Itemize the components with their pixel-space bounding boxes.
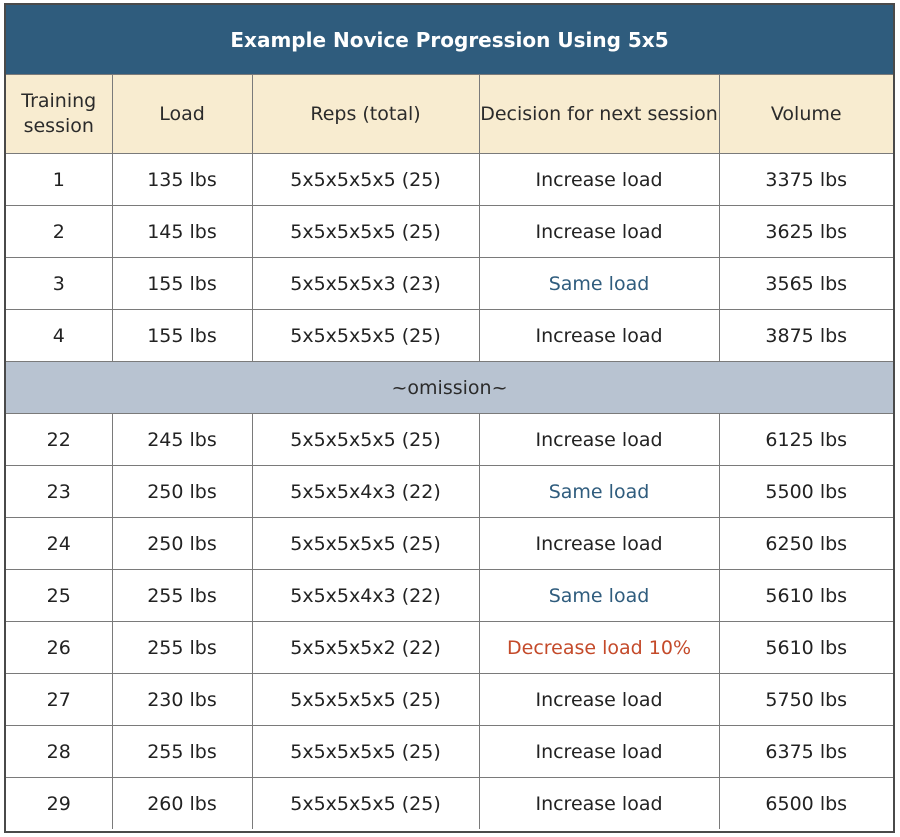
decision-cell: Increase load — [478, 153, 720, 206]
table-row: 29 260 lbs 5x5x5x5x5 (25) Increase load 6500… — [6, 777, 893, 829]
load-cell: 155 lbs — [111, 309, 253, 362]
table-title: Example Novice Progression Using 5x5 — [6, 5, 893, 74]
table-row: 28 255 lbs 5x5x5x5x5 (25) Increase load 6375… — [6, 725, 893, 778]
table-row: 24 250 lbs 5x5x5x5x5 (25) Increase load 6250… — [6, 517, 893, 570]
decision-cell: Increase load — [478, 517, 720, 570]
session-cell: 24 — [6, 517, 113, 570]
column-header-decision: Decision for next session — [478, 74, 720, 154]
column-header-session: Training session — [6, 74, 113, 154]
reps-cell: 5x5x5x4x3 (22) — [251, 465, 480, 518]
reps-cell: 5x5x5x5x5 (25) — [251, 205, 480, 258]
column-header-volume: Volume — [718, 74, 893, 154]
session-cell: 26 — [6, 621, 113, 674]
decision-cell: Increase load — [478, 673, 720, 726]
load-cell: 230 lbs — [111, 673, 253, 726]
load-cell: 255 lbs — [111, 621, 253, 674]
column-header-row: Training session Load Reps (total) Decis… — [6, 74, 893, 154]
decision-cell: Same load — [478, 465, 720, 518]
volume-cell: 3565 lbs — [718, 257, 893, 310]
reps-cell: 5x5x5x5x5 (25) — [251, 777, 480, 829]
decision-cell: Increase load — [478, 205, 720, 258]
table-row: 2 145 lbs 5x5x5x5x5 (25) Increase load 3625 … — [6, 205, 893, 258]
load-cell: 250 lbs — [111, 465, 253, 518]
reps-cell: 5x5x5x5x5 (25) — [251, 517, 480, 570]
session-cell: 3 — [6, 257, 113, 310]
load-cell: 145 lbs — [111, 205, 253, 258]
omission-row: ~omission~ — [6, 361, 893, 414]
table-row: 3 155 lbs 5x5x5x5x3 (23) Same load 3565 lbs — [6, 257, 893, 310]
column-header-reps: Reps (total) — [251, 74, 480, 154]
load-cell: 250 lbs — [111, 517, 253, 570]
session-cell: 29 — [6, 777, 113, 829]
reps-cell: 5x5x5x4x3 (22) — [251, 569, 480, 622]
reps-cell: 5x5x5x5x5 (25) — [251, 725, 480, 778]
decision-cell: Same load — [478, 569, 720, 622]
volume-cell: 6125 lbs — [718, 413, 893, 466]
volume-cell: 3625 lbs — [718, 205, 893, 258]
session-cell: 1 — [6, 153, 113, 206]
load-cell: 245 lbs — [111, 413, 253, 466]
progression-table-container: Example Novice Progression Using 5x5 Tra… — [4, 3, 895, 833]
volume-cell: 6500 lbs — [718, 777, 893, 829]
reps-cell: 5x5x5x5x5 (25) — [251, 413, 480, 466]
table-body: 1 135 lbs 5x5x5x5x5 (25) Increase load 3375 … — [6, 153, 893, 829]
reps-cell: 5x5x5x5x5 (25) — [251, 673, 480, 726]
reps-cell: 5x5x5x5x2 (22) — [251, 621, 480, 674]
volume-cell: 6250 lbs — [718, 517, 893, 570]
load-cell: 135 lbs — [111, 153, 253, 206]
reps-cell: 5x5x5x5x3 (23) — [251, 257, 480, 310]
volume-cell: 5500 lbs — [718, 465, 893, 518]
load-cell: 255 lbs — [111, 725, 253, 778]
reps-cell: 5x5x5x5x5 (25) — [251, 153, 480, 206]
volume-cell: 5610 lbs — [718, 569, 893, 622]
volume-cell: 3375 lbs — [718, 153, 893, 206]
decision-cell: Increase load — [478, 725, 720, 778]
table-row: 22 245 lbs 5x5x5x5x5 (25) Increase load 6125… — [6, 413, 893, 466]
column-header-load: Load — [111, 74, 253, 154]
decision-cell: Decrease load 10% — [478, 621, 720, 674]
table-row: 23 250 lbs 5x5x5x4x3 (22) Same load 5500 lbs — [6, 465, 893, 518]
volume-cell: 3875 lbs — [718, 309, 893, 362]
session-cell: 27 — [6, 673, 113, 726]
decision-cell: Increase load — [478, 309, 720, 362]
load-cell: 260 lbs — [111, 777, 253, 829]
table-row: 1 135 lbs 5x5x5x5x5 (25) Increase load 3375 … — [6, 153, 893, 206]
reps-cell: 5x5x5x5x5 (25) — [251, 309, 480, 362]
session-cell: 23 — [6, 465, 113, 518]
omission-label: ~omission~ — [6, 361, 893, 414]
decision-cell: Same load — [478, 257, 720, 310]
table-row: 27 230 lbs 5x5x5x5x5 (25) Increase load 5750… — [6, 673, 893, 726]
table-row: 4 155 lbs 5x5x5x5x5 (25) Increase load 3875 … — [6, 309, 893, 362]
volume-cell: 6375 lbs — [718, 725, 893, 778]
session-cell: 4 — [6, 309, 113, 362]
volume-cell: 5750 lbs — [718, 673, 893, 726]
volume-cell: 5610 lbs — [718, 621, 893, 674]
session-cell: 22 — [6, 413, 113, 466]
load-cell: 255 lbs — [111, 569, 253, 622]
session-cell: 2 — [6, 205, 113, 258]
load-cell: 155 lbs — [111, 257, 253, 310]
session-cell: 25 — [6, 569, 113, 622]
session-cell: 28 — [6, 725, 113, 778]
progression-table: Training session Load Reps (total) Decis… — [6, 74, 893, 829]
table-row: 25 255 lbs 5x5x5x4x3 (22) Same load 5610 lbs — [6, 569, 893, 622]
decision-cell: Increase load — [478, 413, 720, 466]
table-row: 26 255 lbs 5x5x5x5x2 (22) Decrease load 10%… — [6, 621, 893, 674]
decision-cell: Increase load — [478, 777, 720, 829]
